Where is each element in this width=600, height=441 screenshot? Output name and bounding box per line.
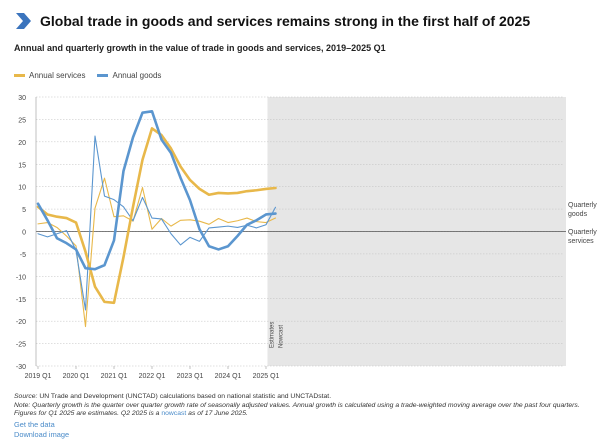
end-label-quarterly-goods: goods <box>568 211 588 218</box>
chevron-right-icon <box>16 13 31 29</box>
chart-subtitle: Annual and quarterly growth in the value… <box>14 43 386 53</box>
series-line-quarterly-services <box>37 177 277 328</box>
footer-links: Get the data Download image <box>14 420 69 440</box>
legend-label-annual-services: Annual services <box>29 71 86 80</box>
footer-notes: Source: UN Trade and Development (UNCTAD… <box>14 393 599 419</box>
band-label-nowcast: Nowcast <box>279 325 285 348</box>
y-tick-label: -30 <box>16 364 26 371</box>
y-tick-label: -25 <box>16 342 26 349</box>
y-tick-label: 25 <box>18 117 26 124</box>
legend-item-annual-services: Annual services <box>14 71 85 80</box>
get-data-link[interactable]: Get the data <box>14 420 55 429</box>
y-tick-label: -20 <box>16 319 26 326</box>
note-label: Note: <box>14 401 31 409</box>
nowcast-link[interactable]: nowcast <box>161 410 187 418</box>
y-tick-label: -10 <box>16 274 26 281</box>
series-line-annual-services <box>36 127 277 305</box>
y-tick-label: 5 <box>22 207 26 214</box>
x-tick-label: 2025 Q1 <box>253 373 280 380</box>
y-tick-label: 15 <box>18 162 26 169</box>
legend-label-annual-goods: Annual goods <box>112 71 162 80</box>
note-end: as of 17 June 2025. <box>186 410 248 418</box>
x-tick-label: 2024 Q1 <box>215 373 242 380</box>
legend-swatch-annual-goods <box>97 74 109 77</box>
legend-item-annual-goods: Annual goods <box>97 71 161 80</box>
series-line-quarterly-goods <box>37 135 277 311</box>
x-tick-label: 2021 Q1 <box>101 373 128 380</box>
line-chart: 30 25 20 15 10 5 0 -5 -10 -15 -20 -25 -30 2019 Q1 2020… <box>16 95 597 380</box>
legend-swatch-annual-services <box>14 74 25 77</box>
x-tick-label: 2023 Q1 <box>177 373 204 380</box>
y-tick-label: 0 <box>22 230 26 237</box>
y-tick-label: -15 <box>16 297 26 304</box>
band-label-estimates: Estimates <box>270 322 276 348</box>
source-text: UN Trade and Development (UNCTAD) calcul… <box>37 393 332 400</box>
y-tick-label: 10 <box>18 185 26 192</box>
legend: Annual services Annual goods <box>14 71 173 80</box>
x-tick-label: 2022 Q1 <box>139 373 166 380</box>
end-label-quarterly-goods: Quarterly <box>568 202 597 209</box>
y-tick-label: 20 <box>18 140 26 147</box>
note-text: Quarterly growth is the quarter over qua… <box>14 401 580 418</box>
download-image-link[interactable]: Download image <box>14 430 70 439</box>
x-tick-label: 2020 Q1 <box>63 373 90 380</box>
chart-title: Global trade in goods and services remai… <box>40 13 531 29</box>
source-label: Source: <box>14 393 38 400</box>
y-tick-label: -5 <box>20 252 26 259</box>
x-tick-label: 2019 Q1 <box>25 373 52 380</box>
end-label-quarterly-services: Quarterly <box>568 229 597 236</box>
end-label-quarterly-services: services <box>568 238 594 245</box>
title-row: Global trade in goods and services remai… <box>14 9 530 33</box>
series-line-annual-goods <box>36 110 277 271</box>
y-tick-label: 30 <box>18 95 26 102</box>
